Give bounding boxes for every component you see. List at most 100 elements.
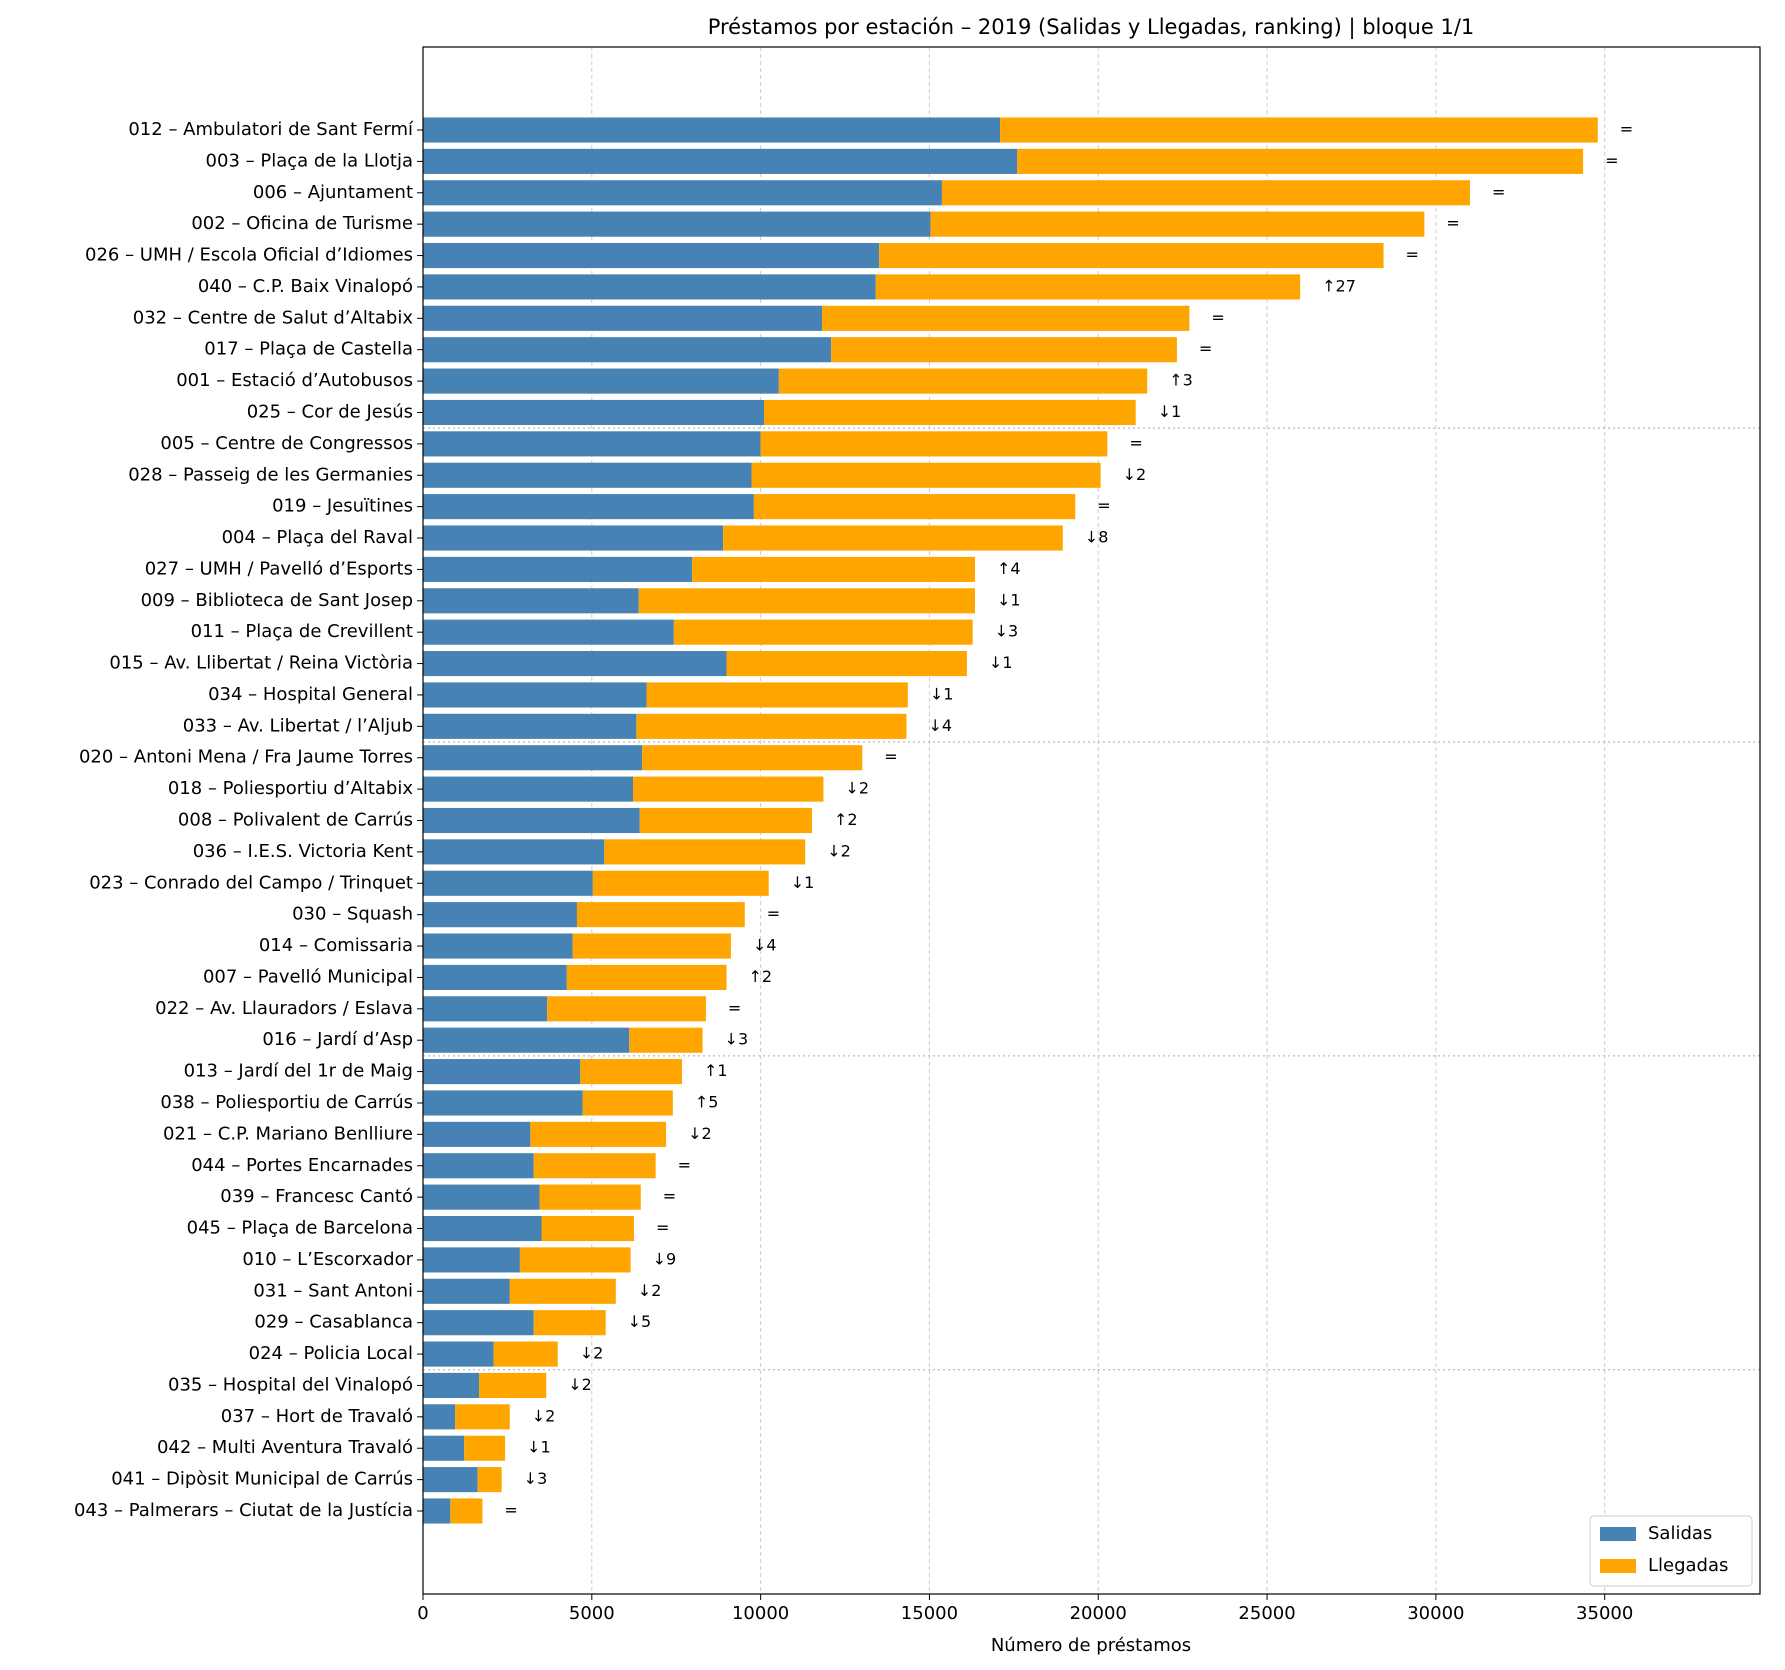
rank-change: ↓8 (1085, 528, 1109, 547)
rank-change: = (1492, 182, 1505, 201)
rank-change: = (656, 1218, 669, 1237)
bar-segment (509, 1278, 616, 1304)
y-tick-label: 016 – Jardí d’Asp (262, 1029, 413, 1050)
y-tick-label: 015 – Av. Llibertat / Reina Victòria (109, 653, 413, 674)
bar-segment (572, 933, 731, 959)
bar-segment (639, 807, 812, 834)
bar-segment (533, 1310, 606, 1336)
x-tick-label: 5000 (569, 1603, 615, 1624)
bar-segment (633, 776, 824, 802)
rank-change: ↓9 (653, 1249, 677, 1268)
rank-change: ↓5 (628, 1312, 652, 1331)
rank-change: = (1097, 496, 1110, 515)
bar-segment (423, 745, 643, 771)
bar-segment (629, 1027, 703, 1053)
bar-segment (423, 1027, 630, 1053)
bar-segment (751, 462, 1101, 488)
y-tick-label: 018 – Poliesportiu d’Altabix (168, 778, 413, 799)
y-tick-label: 009 – Biblioteca de Sant Josep (141, 590, 413, 611)
legend-label: Llegadas (1648, 1555, 1728, 1576)
bar-segment (423, 1372, 480, 1399)
bar-segment (423, 839, 605, 865)
bar-segment (423, 1341, 494, 1367)
bar-segment (692, 556, 976, 582)
y-tick-label: 010 – L’Escorxador (242, 1249, 413, 1270)
chart-title: Préstamos por estación – 2019 (Salidas y… (708, 15, 1475, 40)
bar-segment (423, 368, 779, 394)
bar-segment (423, 713, 637, 739)
legend-label: Salidas (1648, 1523, 1712, 1544)
rank-change: ↑27 (1322, 276, 1356, 295)
bar-segment (423, 148, 1018, 174)
bar-segment (423, 399, 765, 426)
bar-segment (519, 1247, 631, 1273)
bar-segment (423, 588, 639, 614)
bar-segment (464, 1435, 506, 1461)
x-tick-label: 0 (417, 1603, 428, 1624)
rank-change: = (504, 1501, 517, 1520)
y-tick-label: 033 – Av. Libertat / l’Aljub (183, 715, 413, 736)
rank-change: ↓2 (532, 1406, 556, 1425)
bar-segment (822, 305, 1190, 331)
bar-segment (423, 1184, 540, 1210)
bar-segment (423, 807, 640, 834)
bar-segment (493, 1341, 558, 1367)
rank-change: = (884, 747, 897, 766)
x-tick-label: 10000 (732, 1603, 789, 1624)
x-tick-label: 20000 (1070, 1603, 1127, 1624)
plot-frame (422, 46, 1761, 1595)
bar-segment (423, 1404, 456, 1430)
rank-change: = (1406, 245, 1419, 264)
y-tick-label: 004 – Plaça del Raval (222, 527, 413, 548)
rank-change: = (663, 1187, 676, 1206)
y-tick-label: 044 – Portes Encarnades (191, 1155, 413, 1176)
rank-change: ↑3 (1169, 371, 1193, 390)
y-tick-label: 038 – Poliesportiu de Carrús (160, 1092, 413, 1113)
rank-change: = (1199, 339, 1212, 358)
rank-change: = (678, 1155, 691, 1174)
legend-swatch (1600, 1559, 1636, 1573)
bar-segment (423, 682, 647, 708)
bar-segment (423, 462, 752, 488)
bar-segment (539, 1184, 641, 1210)
bar-segment (423, 619, 674, 645)
bar-segment (580, 1059, 682, 1085)
bar-segment (423, 870, 593, 896)
bar-segment (423, 1090, 583, 1116)
y-tick-label: 037 – Hort de Travaló (221, 1406, 413, 1427)
y-tick-label: 005 – Centre de Congressos (160, 433, 413, 454)
y-tick-label: 014 – Comissaria (259, 935, 413, 956)
rank-change: ↑2 (834, 810, 858, 829)
bar-segment (423, 1278, 510, 1304)
y-tick-label: 041 – Dipòsit Municipal de Carrús (111, 1469, 413, 1490)
x-tick-label: 35000 (1576, 1603, 1633, 1624)
bar-segment (423, 1310, 534, 1336)
bar-segment (423, 933, 573, 959)
rank-change: ↓2 (688, 1124, 712, 1143)
rank-change: ↓2 (1123, 465, 1147, 484)
rank-change: ↓2 (827, 841, 851, 860)
bar-segment (673, 619, 973, 645)
y-tick-label: 021 – C.P. Mariano Benlliure (163, 1123, 413, 1144)
bar-segment (450, 1498, 483, 1524)
rank-change: ↓3 (524, 1469, 548, 1488)
bar-segment (423, 1498, 451, 1524)
bar-segment (753, 494, 1076, 520)
y-tick-label: 011 – Plaça de Crevillent (191, 621, 413, 642)
rank-change: = (1605, 151, 1618, 170)
y-tick-label: 008 – Polivalent de Carrús (178, 810, 413, 831)
y-tick-label: 019 – Jesuïtines (272, 496, 413, 517)
y-tick-label: 029 – Casablanca (254, 1312, 413, 1333)
y-tick-label: 043 – Palmerars – Ciutat de la Justícia (74, 1500, 413, 1521)
bar-segment (423, 305, 823, 331)
y-tick-label: 031 – Sant Antoni (253, 1280, 413, 1301)
y-tick-label: 022 – Av. Llauradors / Eslava (155, 998, 413, 1019)
x-tick-label: 25000 (1238, 1603, 1295, 1624)
bar-segment (831, 337, 1177, 363)
y-tick-label: 006 – Ajuntament (253, 182, 413, 203)
rank-change: ↓1 (997, 590, 1021, 609)
bar-segment (636, 713, 907, 739)
rank-change: ↓2 (638, 1281, 662, 1300)
y-tick-label: 024 – Policia Local (249, 1343, 413, 1364)
y-tick-label: 032 – Centre de Salut d’Altabix (133, 307, 414, 328)
